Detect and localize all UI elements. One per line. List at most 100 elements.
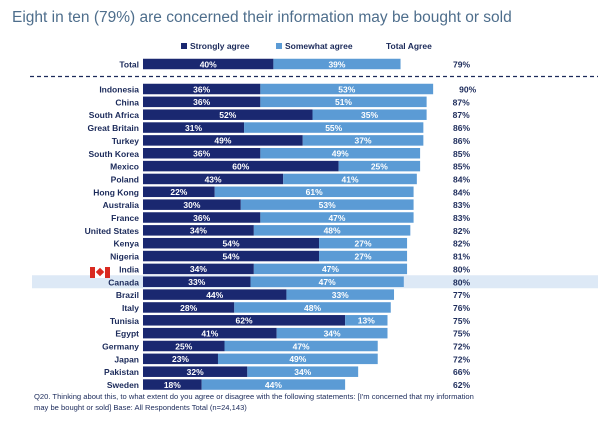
- row-turkey-label: Turkey: [112, 136, 140, 146]
- row-italy-label: Italy: [122, 303, 139, 313]
- row-germany-value-total: 72%: [453, 342, 470, 352]
- row-canada-bar-strongly: [143, 276, 251, 287]
- total-row-value-somewhat: 39%: [328, 59, 345, 69]
- legend-swatch-somewhat: [276, 43, 282, 49]
- row-china-value-strongly: 36%: [193, 97, 210, 107]
- row-australia-value-somewhat: 53%: [319, 200, 336, 210]
- row-kenya-value-somewhat: 27%: [355, 239, 372, 249]
- row-japan-value-somewhat: 49%: [289, 354, 306, 364]
- row-sweden-value-total: 62%: [453, 380, 470, 390]
- row-united-states-bar-strongly: [143, 225, 254, 236]
- row-australia-value-total: 83%: [453, 200, 470, 210]
- row-germany-bar-strongly: [143, 340, 225, 352]
- row-nigeria-bar-somewhat: [319, 250, 408, 262]
- row-france-bar-strongly: [143, 212, 261, 223]
- row-united-states-label: United States: [85, 226, 140, 236]
- row-italy-value-strongly: 28%: [180, 303, 197, 313]
- row-hong-kong-label: Hong Kong: [93, 187, 139, 197]
- row-south-africa-bar-strongly: [143, 109, 313, 120]
- row-poland-value-total: 84%: [453, 174, 470, 184]
- legend-swatch-strongly: [181, 43, 187, 49]
- row-australia-bar-strongly: [143, 199, 241, 210]
- row-japan-label: Japan: [114, 354, 139, 364]
- row-mexico-value-somewhat: 25%: [371, 161, 388, 171]
- row-canada-bar-somewhat: [250, 276, 404, 287]
- row-nigeria-bar-strongly: [143, 250, 320, 262]
- row-egypt-bar-somewhat: [276, 327, 388, 339]
- row-indonesia-bar-somewhat: [260, 83, 434, 95]
- row-italy-value-somewhat: 48%: [304, 303, 321, 313]
- total-row-bar-strongly: [143, 58, 274, 70]
- row-sweden-label: Sweden: [107, 380, 139, 390]
- row-south-korea-bar-strongly: [143, 148, 261, 159]
- row-italy-bar-somewhat: [234, 302, 391, 313]
- legend-label-strongly: Strongly agree: [190, 41, 250, 51]
- row-south-africa-value-somewhat: 35%: [361, 110, 378, 120]
- row-south-korea-value-total: 85%: [453, 149, 470, 159]
- row-egypt-bar-strongly: [143, 327, 277, 339]
- row-great-britain-value-somewhat: 55%: [325, 123, 342, 133]
- chart-title: Eight in ten (79%) are concerned their i…: [12, 9, 512, 26]
- row-hong-kong-value-somewhat: 61%: [306, 187, 323, 197]
- row-great-britain-label: Great Britain: [88, 123, 140, 133]
- row-hong-kong-bar-strongly: [143, 186, 215, 198]
- row-poland-bar-strongly: [143, 173, 284, 185]
- legend-label-total: Total Agree: [386, 41, 432, 51]
- row-germany-value-strongly: 25%: [175, 341, 192, 351]
- legend-label-somewhat: Somewhat agree: [285, 41, 353, 51]
- row-poland-label: Poland: [111, 174, 139, 184]
- row-australia-label: Australia: [103, 200, 140, 210]
- canada-flag-icon: [90, 267, 110, 278]
- row-pakistan-value-total: 66%: [453, 367, 470, 377]
- row-turkey-bar-somewhat: [302, 135, 424, 146]
- row-nigeria-label: Nigeria: [110, 252, 139, 262]
- row-egypt-label: Egypt: [115, 329, 139, 339]
- row-canada-label: Canada: [108, 277, 139, 287]
- row-hong-kong-value-total: 84%: [453, 187, 470, 197]
- row-hong-kong-value-strongly: 22%: [170, 187, 187, 197]
- row-japan-bar-strongly: [143, 353, 218, 365]
- row-france-label: France: [111, 213, 139, 223]
- row-japan-value-strongly: 23%: [172, 354, 189, 364]
- total-row-value-strongly: 40%: [200, 59, 217, 69]
- row-turkey-bar-strongly: [143, 135, 303, 146]
- row-pakistan-label: Pakistan: [104, 367, 139, 377]
- row-nigeria-value-strongly: 54%: [223, 251, 240, 261]
- row-nigeria-value-total: 81%: [453, 252, 470, 262]
- row-sweden-bar-somewhat: [201, 379, 346, 390]
- row-indonesia-value-somewhat: 53%: [338, 84, 355, 94]
- maple-leaf-icon: [95, 267, 105, 277]
- row-brazil-value-strongly: 44%: [206, 290, 223, 300]
- total-row-bar-somewhat: [273, 58, 401, 70]
- row-turkey-value-somewhat: 37%: [355, 136, 372, 146]
- row-great-britain-value-total: 86%: [453, 123, 470, 133]
- row-canada-value-somewhat: 47%: [319, 277, 336, 287]
- flag-band-right: [105, 267, 110, 278]
- row-pakistan-value-strongly: 32%: [187, 367, 204, 377]
- row-poland-value-strongly: 43%: [205, 174, 222, 184]
- row-great-britain-bar-somewhat: [244, 122, 424, 133]
- row-india-bar-somewhat: [253, 263, 408, 275]
- row-poland-bar-somewhat: [283, 173, 417, 185]
- row-sweden-value-somewhat: 44%: [265, 380, 282, 390]
- row-united-states-value-strongly: 34%: [190, 226, 207, 236]
- row-japan-bar-somewhat: [217, 353, 378, 365]
- row-china-bar-somewhat: [260, 96, 427, 108]
- row-turkey-value-strongly: 49%: [214, 136, 231, 146]
- row-mexico-bar-somewhat: [338, 160, 421, 172]
- row-germany-label: Germany: [102, 342, 139, 352]
- row-japan-value-total: 72%: [453, 354, 470, 364]
- row-sweden-bar-strongly: [143, 379, 202, 390]
- row-pakistan-value-somewhat: 34%: [294, 367, 311, 377]
- row-united-states-value-total: 82%: [453, 226, 470, 236]
- row-south-korea-bar-somewhat: [260, 148, 421, 159]
- row-china-bar-strongly: [143, 96, 261, 108]
- row-south-africa-label: South Africa: [89, 110, 139, 120]
- row-china-label: China: [115, 97, 139, 107]
- row-nigeria-value-somewhat: 27%: [355, 251, 372, 261]
- row-brazil-label: Brazil: [116, 290, 139, 300]
- row-tunisia-bar-somewhat: [345, 315, 388, 326]
- row-south-africa-value-total: 87%: [453, 110, 470, 120]
- row-australia-value-strongly: 30%: [183, 200, 200, 210]
